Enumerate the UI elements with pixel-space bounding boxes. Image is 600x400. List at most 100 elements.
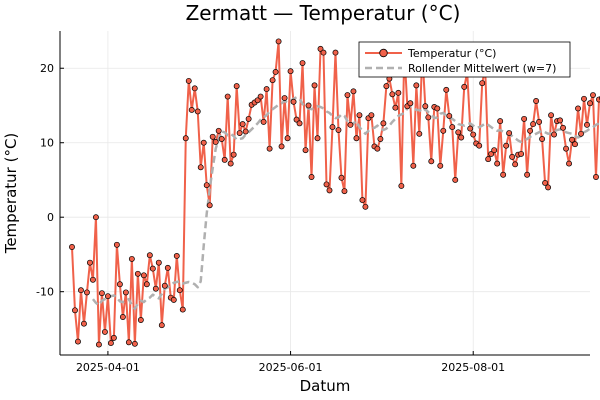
legend-label-rolling: Rollender Mittelwert (w=7) [408, 62, 556, 75]
temperature-point [161, 282, 168, 289]
temperature-point [587, 100, 593, 107]
temperature-point [188, 106, 195, 113]
temperature-point [389, 91, 396, 98]
temperature-point [119, 314, 126, 320]
temperature-point [527, 127, 534, 134]
y-axis-label: Temperatur (°C) [2, 133, 20, 255]
temperature-point [302, 147, 309, 154]
temperature-point [296, 120, 303, 127]
temperature-point [107, 340, 114, 347]
temperature-point [560, 124, 567, 131]
temperature-point [113, 241, 120, 248]
temperature-point [518, 150, 525, 157]
temperature-point [563, 145, 570, 152]
temperature-point [212, 139, 219, 145]
temperature-point [521, 115, 528, 122]
temperature-point [392, 104, 399, 111]
temperature-point [476, 142, 483, 149]
temperature-point [206, 202, 213, 209]
temperature-point [584, 121, 590, 128]
temperature-point [500, 171, 507, 178]
temperature-point [203, 182, 210, 189]
temperature-point [83, 289, 90, 296]
temperature-point [356, 112, 363, 119]
temperature-point [278, 143, 285, 150]
temperature-point [485, 156, 492, 163]
temperature-point [239, 121, 246, 128]
temperature-point [377, 136, 384, 142]
temperature-point [287, 68, 294, 75]
temperature-point [125, 339, 132, 346]
temperature-point [230, 151, 237, 158]
plot-area: -10 0 10 20 2025-04-01 2025-06-01 2025-08-01 [36, 31, 600, 374]
temperature-point [98, 290, 105, 297]
temperature-point [593, 174, 599, 180]
temperature-point [236, 130, 243, 136]
temperature-point [425, 114, 432, 121]
temperature-point [572, 141, 578, 148]
temperature-point [122, 289, 129, 296]
temperature-point [95, 341, 102, 348]
temperature-point [245, 115, 252, 122]
temperature-point [224, 93, 231, 100]
legend-swatch-temperature-marker [379, 48, 388, 58]
temperature-point [78, 287, 84, 294]
legend-box [358, 41, 571, 78]
temperature-point [449, 124, 456, 131]
temperature-point [368, 112, 375, 119]
temperature-point [536, 118, 543, 125]
temperature-point [413, 82, 420, 89]
temperature-point [197, 164, 204, 171]
temperature-point [323, 181, 330, 188]
temperature-point [134, 270, 141, 277]
temperature-point [503, 142, 510, 149]
temperature-point [86, 259, 93, 266]
temperature-point [329, 124, 336, 131]
temperature-point [362, 203, 369, 210]
temperature-point [380, 120, 387, 127]
temperature-point [437, 162, 444, 169]
temperature-point [455, 129, 462, 136]
temperature-point [422, 103, 429, 110]
temperature-point [152, 285, 159, 292]
temperature-point [461, 83, 468, 90]
temperature-point [395, 89, 402, 96]
temperature-point [215, 127, 222, 134]
temperature-point [341, 188, 348, 195]
temperature-point [254, 97, 261, 104]
temperature-point [311, 82, 318, 89]
temperature-point [530, 121, 537, 128]
temperature-point [569, 136, 575, 143]
temperature-point [407, 100, 414, 107]
temperature-point [335, 127, 342, 134]
temperature-point [110, 334, 117, 341]
temperature-point [191, 85, 198, 92]
temperature-point [75, 338, 81, 345]
temperature-point [545, 184, 552, 191]
y-tick-label: 20 [40, 62, 54, 75]
temperature-point [299, 60, 306, 66]
temperature-point [512, 161, 519, 168]
temperature-point [590, 92, 596, 99]
temperature-point [263, 86, 270, 93]
temperature-point [551, 131, 558, 138]
temperature-point [320, 49, 327, 56]
temperature-point [143, 281, 150, 288]
temperature-point [272, 69, 279, 75]
x-ticks: 2025-04-01 2025-06-01 2025-08-01 [76, 351, 505, 374]
temperature-point [308, 174, 315, 180]
temperature-point [410, 162, 417, 169]
temperature-point [398, 182, 405, 189]
temperature-point [137, 317, 144, 323]
temperature-point [338, 174, 345, 181]
temperature-point [557, 117, 564, 124]
temperature-point [179, 306, 186, 313]
temperature-point [104, 293, 111, 300]
temperature-point [89, 276, 96, 283]
temperature-point [506, 130, 513, 136]
temperature-point [491, 147, 498, 154]
temperature-point [221, 156, 228, 163]
temperature-point [509, 153, 516, 160]
temperature-point [149, 265, 156, 272]
temperature-point [344, 92, 351, 99]
